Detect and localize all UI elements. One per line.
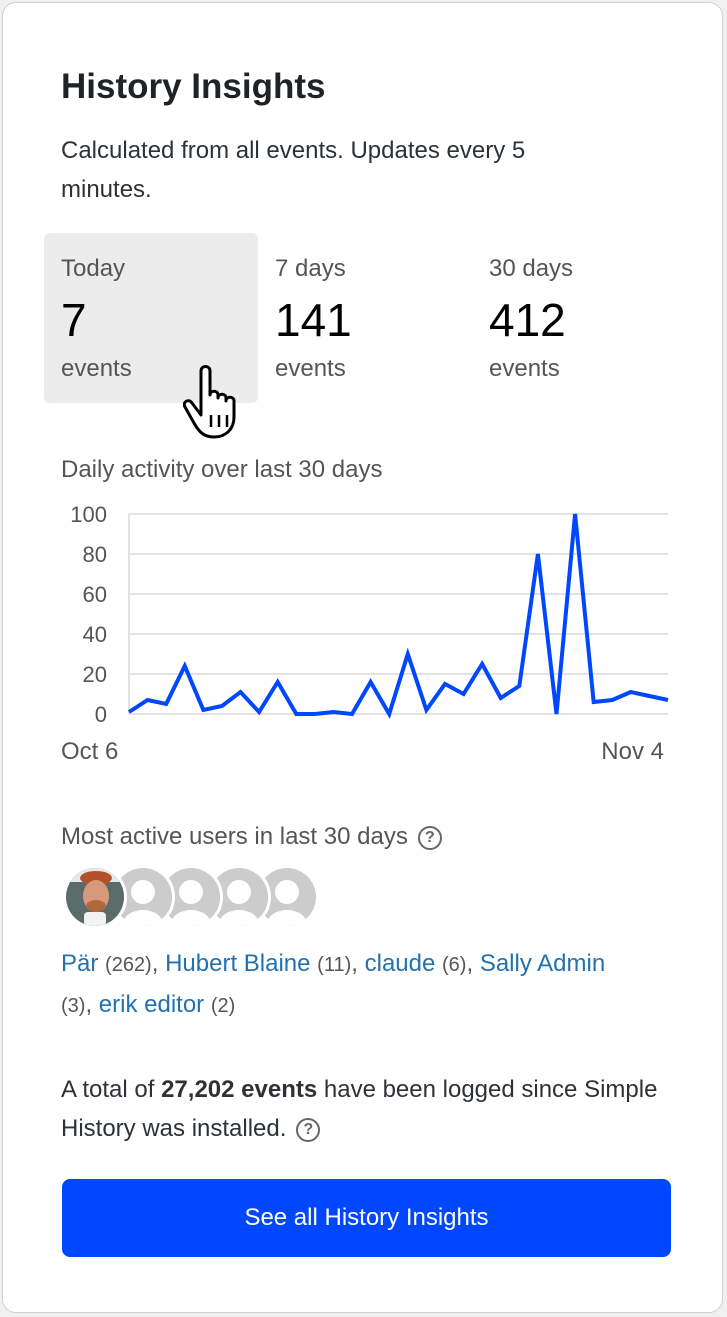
y-tick-label: 60 <box>83 582 107 607</box>
stat-30-days[interactable]: 30 days 412 events <box>472 233 686 403</box>
user-link[interactable]: Pär <box>61 950 99 977</box>
active-users-list: Pär (262), Hubert Blaine (11), claude (6… <box>61 950 606 1018</box>
user-count: (6) <box>442 954 467 976</box>
stat-unit: events <box>275 355 346 382</box>
see-all-insights-button[interactable]: See all History Insights <box>62 1179 671 1257</box>
help-icon[interactable]: ? <box>417 825 442 850</box>
chart-title: Daily activity over last 30 days <box>61 456 383 483</box>
activity-line <box>127 513 669 719</box>
description: Calculated from all events. Updates ever… <box>61 137 526 203</box>
stat-today[interactable]: Today 7 events <box>44 233 258 403</box>
total-suffix: have been logged since Simple History wa… <box>61 1076 658 1142</box>
help-icon[interactable]: ? <box>296 1117 321 1142</box>
avatar[interactable] <box>63 865 127 929</box>
avatar[interactable] <box>159 865 223 929</box>
activity-chart: 0 20 40 60 80 100 <box>70 502 669 727</box>
user-link[interactable]: erik editor <box>98 991 205 1018</box>
stat-value: 141 <box>275 294 352 346</box>
stat-7-days[interactable]: 7 days 141 events <box>258 233 472 403</box>
y-tick-label: 40 <box>83 622 107 647</box>
stat-unit: events <box>61 355 132 382</box>
user-link[interactable]: Sally Admin <box>479 950 606 977</box>
stat-unit: events <box>489 355 560 382</box>
user-count: (3) <box>61 995 86 1017</box>
stat-label: 30 days <box>489 255 574 282</box>
y-tick-label: 0 <box>95 702 107 727</box>
user-count: (262) <box>105 954 152 976</box>
total-events-text: A total of 27,202 events have been logge… <box>61 1070 681 1148</box>
user-count: (11) <box>317 954 352 976</box>
stat-label: 7 days <box>275 255 346 282</box>
user-link[interactable]: Hubert Blaine <box>165 950 311 977</box>
stat-value: 412 <box>489 294 566 346</box>
user-count: (2) <box>210 995 236 1017</box>
y-tick-label: 80 <box>83 542 107 567</box>
user-link[interactable]: claude <box>364 950 436 977</box>
stat-label: Today <box>61 255 126 282</box>
hand-pointer-icon <box>183 365 236 439</box>
total-prefix: A total of <box>61 1076 162 1103</box>
total-count: 27,202 events <box>161 1076 318 1103</box>
users-title-text: Most active users in last 30 days <box>61 823 408 850</box>
avatar[interactable] <box>111 865 175 929</box>
stat-value: 7 <box>61 294 87 346</box>
x-axis-end-label: Nov 4 <box>601 738 664 765</box>
users-title: Most active users in last 30 days? <box>61 823 442 851</box>
y-tick-label: 20 <box>83 662 107 687</box>
page-title: History Insights <box>61 67 326 106</box>
x-axis-start-label: Oct 6 <box>61 738 119 765</box>
y-tick-label: 100 <box>70 502 107 527</box>
